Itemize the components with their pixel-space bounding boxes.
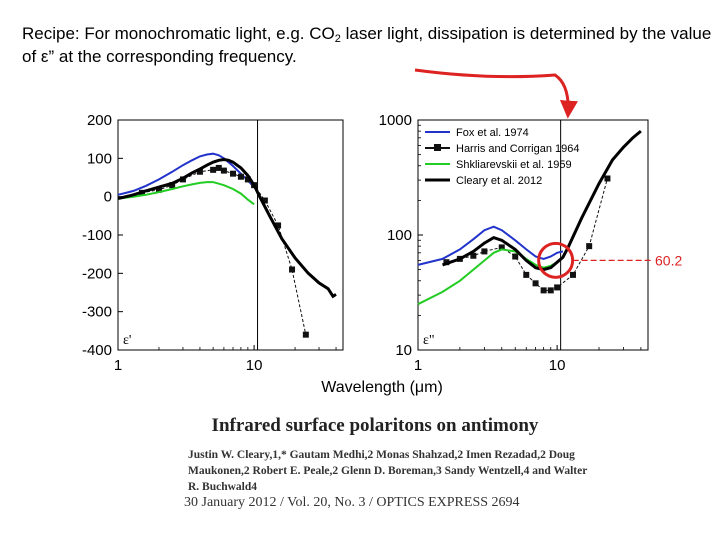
paper-citation: 30 January 2012 / Vol. 20, No. 3 / OPTIC… (184, 495, 520, 510)
eps2-x-tick-label: 10 (549, 357, 566, 374)
reference-lines (257, 120, 562, 350)
eps2-y-tick-label: 10 (395, 342, 412, 359)
eps1-point-harris (215, 164, 222, 171)
eps2-point-harris (547, 287, 554, 294)
eps1-series-shklyarevskii (117, 181, 255, 206)
eps1-y-tick-label: -300 (82, 304, 112, 321)
x-axis-label: Wavelength (μm) (321, 379, 443, 396)
eps1-series-cleary (117, 157, 337, 299)
eps2-point-harris (498, 244, 505, 251)
legend-label-cleary: Cleary et al. 2012 (456, 175, 542, 187)
eps2-point-harris (604, 175, 611, 182)
eps1-point-harris (155, 186, 162, 193)
eps1-point-harris (261, 197, 268, 204)
eps1-point-harris (289, 266, 296, 273)
highlight-annotation: 60.2 (537, 241, 682, 279)
eps1-point-harris (230, 170, 237, 177)
eps1-point-harris (275, 222, 282, 229)
eps2-series-cleary (442, 129, 642, 272)
eps1-point-harris (169, 182, 176, 189)
eps1-series-harris (141, 167, 307, 335)
eps2-series-harris (446, 178, 608, 291)
legend: Fox et al. 1974 Harris and Corrigan 1964… (425, 127, 580, 187)
annotation-arrow (414, 68, 578, 119)
eps2-point-harris (470, 252, 477, 259)
eps1-y-tick-label: -100 (82, 227, 112, 244)
eps1-x-tick-label: 10 (246, 357, 263, 374)
recipe-subscript: 2 (334, 33, 341, 45)
eps2-x-tick-label: 1 (414, 357, 422, 374)
eps2-point-harris (554, 284, 561, 291)
eps2-series-shklyarevskii (417, 248, 558, 306)
eps2-point-harris (512, 253, 519, 260)
series-layer (117, 129, 642, 338)
legend-label-fox: Fox et al. 1974 (456, 127, 529, 139)
eps2-point-harris (532, 280, 539, 287)
eps2-point-harris (481, 248, 488, 255)
recipe-prefix: Recipe: For monochromatic light, e.g. CO (22, 24, 335, 43)
eps2-point-harris (540, 287, 547, 294)
legend-label-shklyarevskii: Shkliarevskii et al. 1959 (456, 159, 572, 171)
eps2-series-fox (417, 225, 564, 266)
eps1-point-harris (220, 167, 227, 174)
recipe-suffix: laser light, dissipation is determined b… (22, 24, 712, 66)
eps1-y-tick-label: -400 (82, 342, 112, 359)
eps1-x-tick-label: 1 (114, 357, 122, 374)
eps1-point-harris (237, 173, 244, 180)
legend-marker-harris (434, 144, 441, 151)
eps2-point-harris (586, 243, 593, 250)
eps1-point-harris (302, 331, 309, 338)
recipe-text: Recipe: For monochromatic light, e.g. CO… (22, 22, 712, 68)
eps1-y-tick-label: 0 (104, 189, 112, 206)
eps2-point-harris (569, 271, 576, 278)
eps2-panel-label: ε" (423, 333, 435, 348)
eps2-y-tick-label: 1000 (379, 112, 412, 129)
eps1-panel-label: ε' (123, 333, 131, 348)
paper-authors: Justin W. Cleary,1,* Gautam Medhi,2 Mona… (188, 449, 588, 493)
eps1-point-harris (196, 168, 203, 175)
eps1-y-tick-label: 100 (87, 150, 112, 167)
eps1-point-harris (244, 176, 251, 183)
eps1-point-harris (210, 166, 217, 173)
legend-label-harris: Harris and Corrigan 1964 (456, 143, 580, 155)
eps2-y-tick-label: 100 (387, 227, 412, 244)
eps1-plot-frame (117, 119, 344, 351)
eps1-y-tick-label: -200 (82, 265, 112, 282)
highlight-circle (537, 241, 575, 279)
eps2-point-harris (523, 271, 530, 278)
paper-title: Infrared surface polaritons on antimony (211, 415, 539, 436)
eps1-y-tick-label: 200 (87, 112, 112, 129)
highlight-value-label: 60.2 (655, 252, 682, 268)
eps1-series-fox (117, 152, 255, 196)
